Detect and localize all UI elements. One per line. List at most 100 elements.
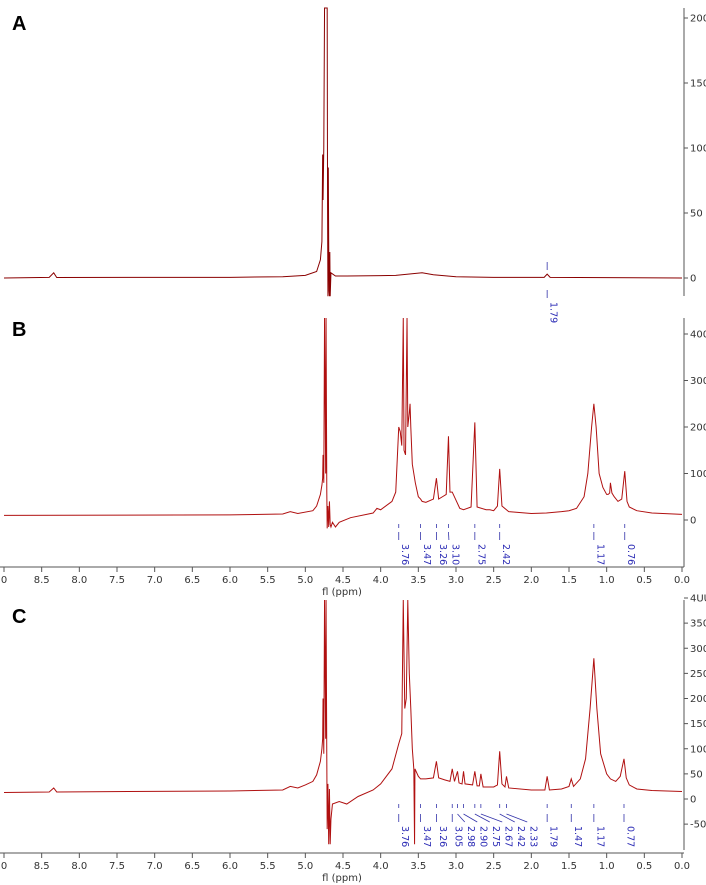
y-tick-label: 100 xyxy=(690,144,706,155)
x-tick-label: 3.5 xyxy=(410,861,426,872)
peak-leader-line xyxy=(463,813,478,823)
x-tick-label: 2.5 xyxy=(486,575,502,586)
x-tick-label: 7.5 xyxy=(109,575,125,586)
x-tick-label: 0.0 xyxy=(674,575,690,586)
x-tick-label: 8.5 xyxy=(34,861,50,872)
y-tick-label: 100 xyxy=(690,744,706,755)
y-tick-label: 0 xyxy=(690,795,696,806)
panel-a-letter: A xyxy=(12,13,26,35)
y-tick-label: 150 xyxy=(690,719,706,730)
panel-b: B 0 100 200 300 400 3.76 3.47 3.26 3.10 2.75 2.42… xyxy=(0,317,706,598)
panel-b-x-ticks: 0 8.5 8.0 7.5 7.0 6.5 6.0 5.5 5.0 4.5 4.0 3.5 3.0 2.5… xyxy=(1,567,690,586)
y-tick-label: 0 xyxy=(690,516,696,527)
panel-a-peak-labels: 1.79 xyxy=(546,262,559,323)
peak-shift-label: 2.75 xyxy=(475,544,486,565)
panel-a-y-ticks: 0 50 100 150 200 xyxy=(684,14,706,285)
peak-shift-label: 2.42 xyxy=(500,544,511,565)
peak-shift-label: 3.76 xyxy=(399,826,410,847)
peak-shift-label: 3.47 xyxy=(421,826,432,847)
x-tick-label: 4.0 xyxy=(373,861,389,872)
panel-b-peak-labels: 3.76 3.47 3.26 3.10 2.75 2.42 1.17 0.76 xyxy=(398,524,636,565)
x-tick-label: 7.5 xyxy=(109,861,125,872)
peak-shift-label: 2.90 xyxy=(478,826,489,847)
panel-a: A 0 50 100 150 200 1.79 xyxy=(3,7,706,323)
x-tick-label: 0 xyxy=(1,575,7,586)
y-tick-label: -50 xyxy=(690,820,706,831)
panel-c: C -50 0 50 100 150 200 250 300 350 4UU 3.76 3.47 3.… xyxy=(0,594,706,884)
x-tick-label: 3.5 xyxy=(410,575,426,586)
y-tick-label: 50 xyxy=(690,769,703,780)
y-tick-label: 4UU xyxy=(690,594,706,605)
peak-shift-label: 1.79 xyxy=(548,302,559,323)
x-tick-label: 0 xyxy=(1,861,7,872)
x-tick-label: 0.0 xyxy=(674,861,690,872)
x-tick-label: 4.0 xyxy=(373,575,389,586)
x-tick-label: 5.0 xyxy=(297,861,313,872)
x-tick-label: 0.5 xyxy=(636,861,652,872)
peak-shift-label: 1.79 xyxy=(548,826,559,847)
x-tick-label: 1.5 xyxy=(561,861,577,872)
peak-leader-line xyxy=(474,813,490,823)
x-tick-label: 5.0 xyxy=(297,575,313,586)
peak-shift-label: 2.42 xyxy=(515,826,526,847)
panel-c-y-ticks: -50 0 50 100 150 200 250 300 350 4UU xyxy=(684,594,706,831)
x-tick-label: 7.0 xyxy=(147,861,163,872)
panel-a-spectrum-line xyxy=(3,7,683,297)
x-tick-label: 8.0 xyxy=(71,575,87,586)
panel-b-letter: B xyxy=(12,319,26,341)
peak-shift-label: 0.76 xyxy=(625,544,636,565)
x-tick-label: 5.5 xyxy=(260,575,276,586)
y-tick-label: 200 xyxy=(690,423,706,434)
peak-shift-label: 2.75 xyxy=(490,826,501,847)
peak-shift-label: 1.17 xyxy=(594,826,605,847)
peak-shift-label: 0.77 xyxy=(624,826,635,847)
peak-leader-line xyxy=(499,813,515,823)
peak-leader-line xyxy=(506,813,528,823)
y-tick-label: 250 xyxy=(690,669,706,680)
panel-c-peak-labels: 3.76 3.47 3.26 3.05 2.98 2.90 2.75 2.67 2.42 2.33… xyxy=(398,804,635,847)
peak-shift-label: 2.67 xyxy=(503,826,514,847)
peak-shift-label: 3.05 xyxy=(453,826,464,847)
panel-c-spectrum-line xyxy=(3,599,683,845)
x-tick-label: 4.5 xyxy=(335,575,351,586)
x-tick-label: 8.5 xyxy=(34,575,50,586)
y-tick-label: 300 xyxy=(690,644,706,655)
x-tick-label: 6.5 xyxy=(184,575,200,586)
y-tick-label: 0 xyxy=(690,274,696,285)
peak-shift-label: 3.10 xyxy=(449,544,460,565)
peak-shift-label: 2.33 xyxy=(528,826,539,847)
x-tick-label: 3.0 xyxy=(448,575,464,586)
x-tick-label: 6.5 xyxy=(184,861,200,872)
y-tick-label: 350 xyxy=(690,619,706,630)
y-tick-label: 200 xyxy=(690,694,706,705)
x-tick-label: 2.0 xyxy=(523,861,539,872)
peak-leader-line xyxy=(480,813,503,823)
panel-b-y-ticks: 0 100 200 300 400 xyxy=(684,330,706,527)
x-tick-label: 0.5 xyxy=(636,575,652,586)
panel-c-x-axis-label: fl (ppm) xyxy=(322,873,362,884)
x-tick-label: 2.5 xyxy=(486,861,502,872)
x-tick-label: 6.0 xyxy=(222,575,238,586)
y-tick-label: 200 xyxy=(690,14,706,25)
panel-b-x-axis-label: fl (ppm) xyxy=(322,587,362,598)
x-tick-label: 5.5 xyxy=(260,861,276,872)
x-tick-label: 6.0 xyxy=(222,861,238,872)
peak-shift-label: 1.17 xyxy=(594,544,605,565)
x-tick-label: 4.5 xyxy=(335,861,351,872)
x-tick-label: 1.5 xyxy=(561,575,577,586)
peak-leader-line xyxy=(457,813,466,823)
panel-c-letter: C xyxy=(12,606,26,628)
panel-c-x-ticks: 0 8.5 8.0 7.5 7.0 6.5 6.0 5.5 5.0 4.5 4.0 3.5 3.0 2.5… xyxy=(1,853,690,872)
peak-shift-label: 3.76 xyxy=(399,544,410,565)
peak-shift-label: 1.47 xyxy=(572,826,583,847)
x-tick-label: 3.0 xyxy=(448,861,464,872)
y-tick-label: 150 xyxy=(690,79,706,90)
x-tick-label: 8.0 xyxy=(71,861,87,872)
x-tick-label: 7.0 xyxy=(147,575,163,586)
x-tick-label: 1.0 xyxy=(599,575,615,586)
peak-shift-label: 3.47 xyxy=(421,544,432,565)
x-tick-label: 2.0 xyxy=(523,575,539,586)
y-tick-label: 50 xyxy=(690,209,703,220)
